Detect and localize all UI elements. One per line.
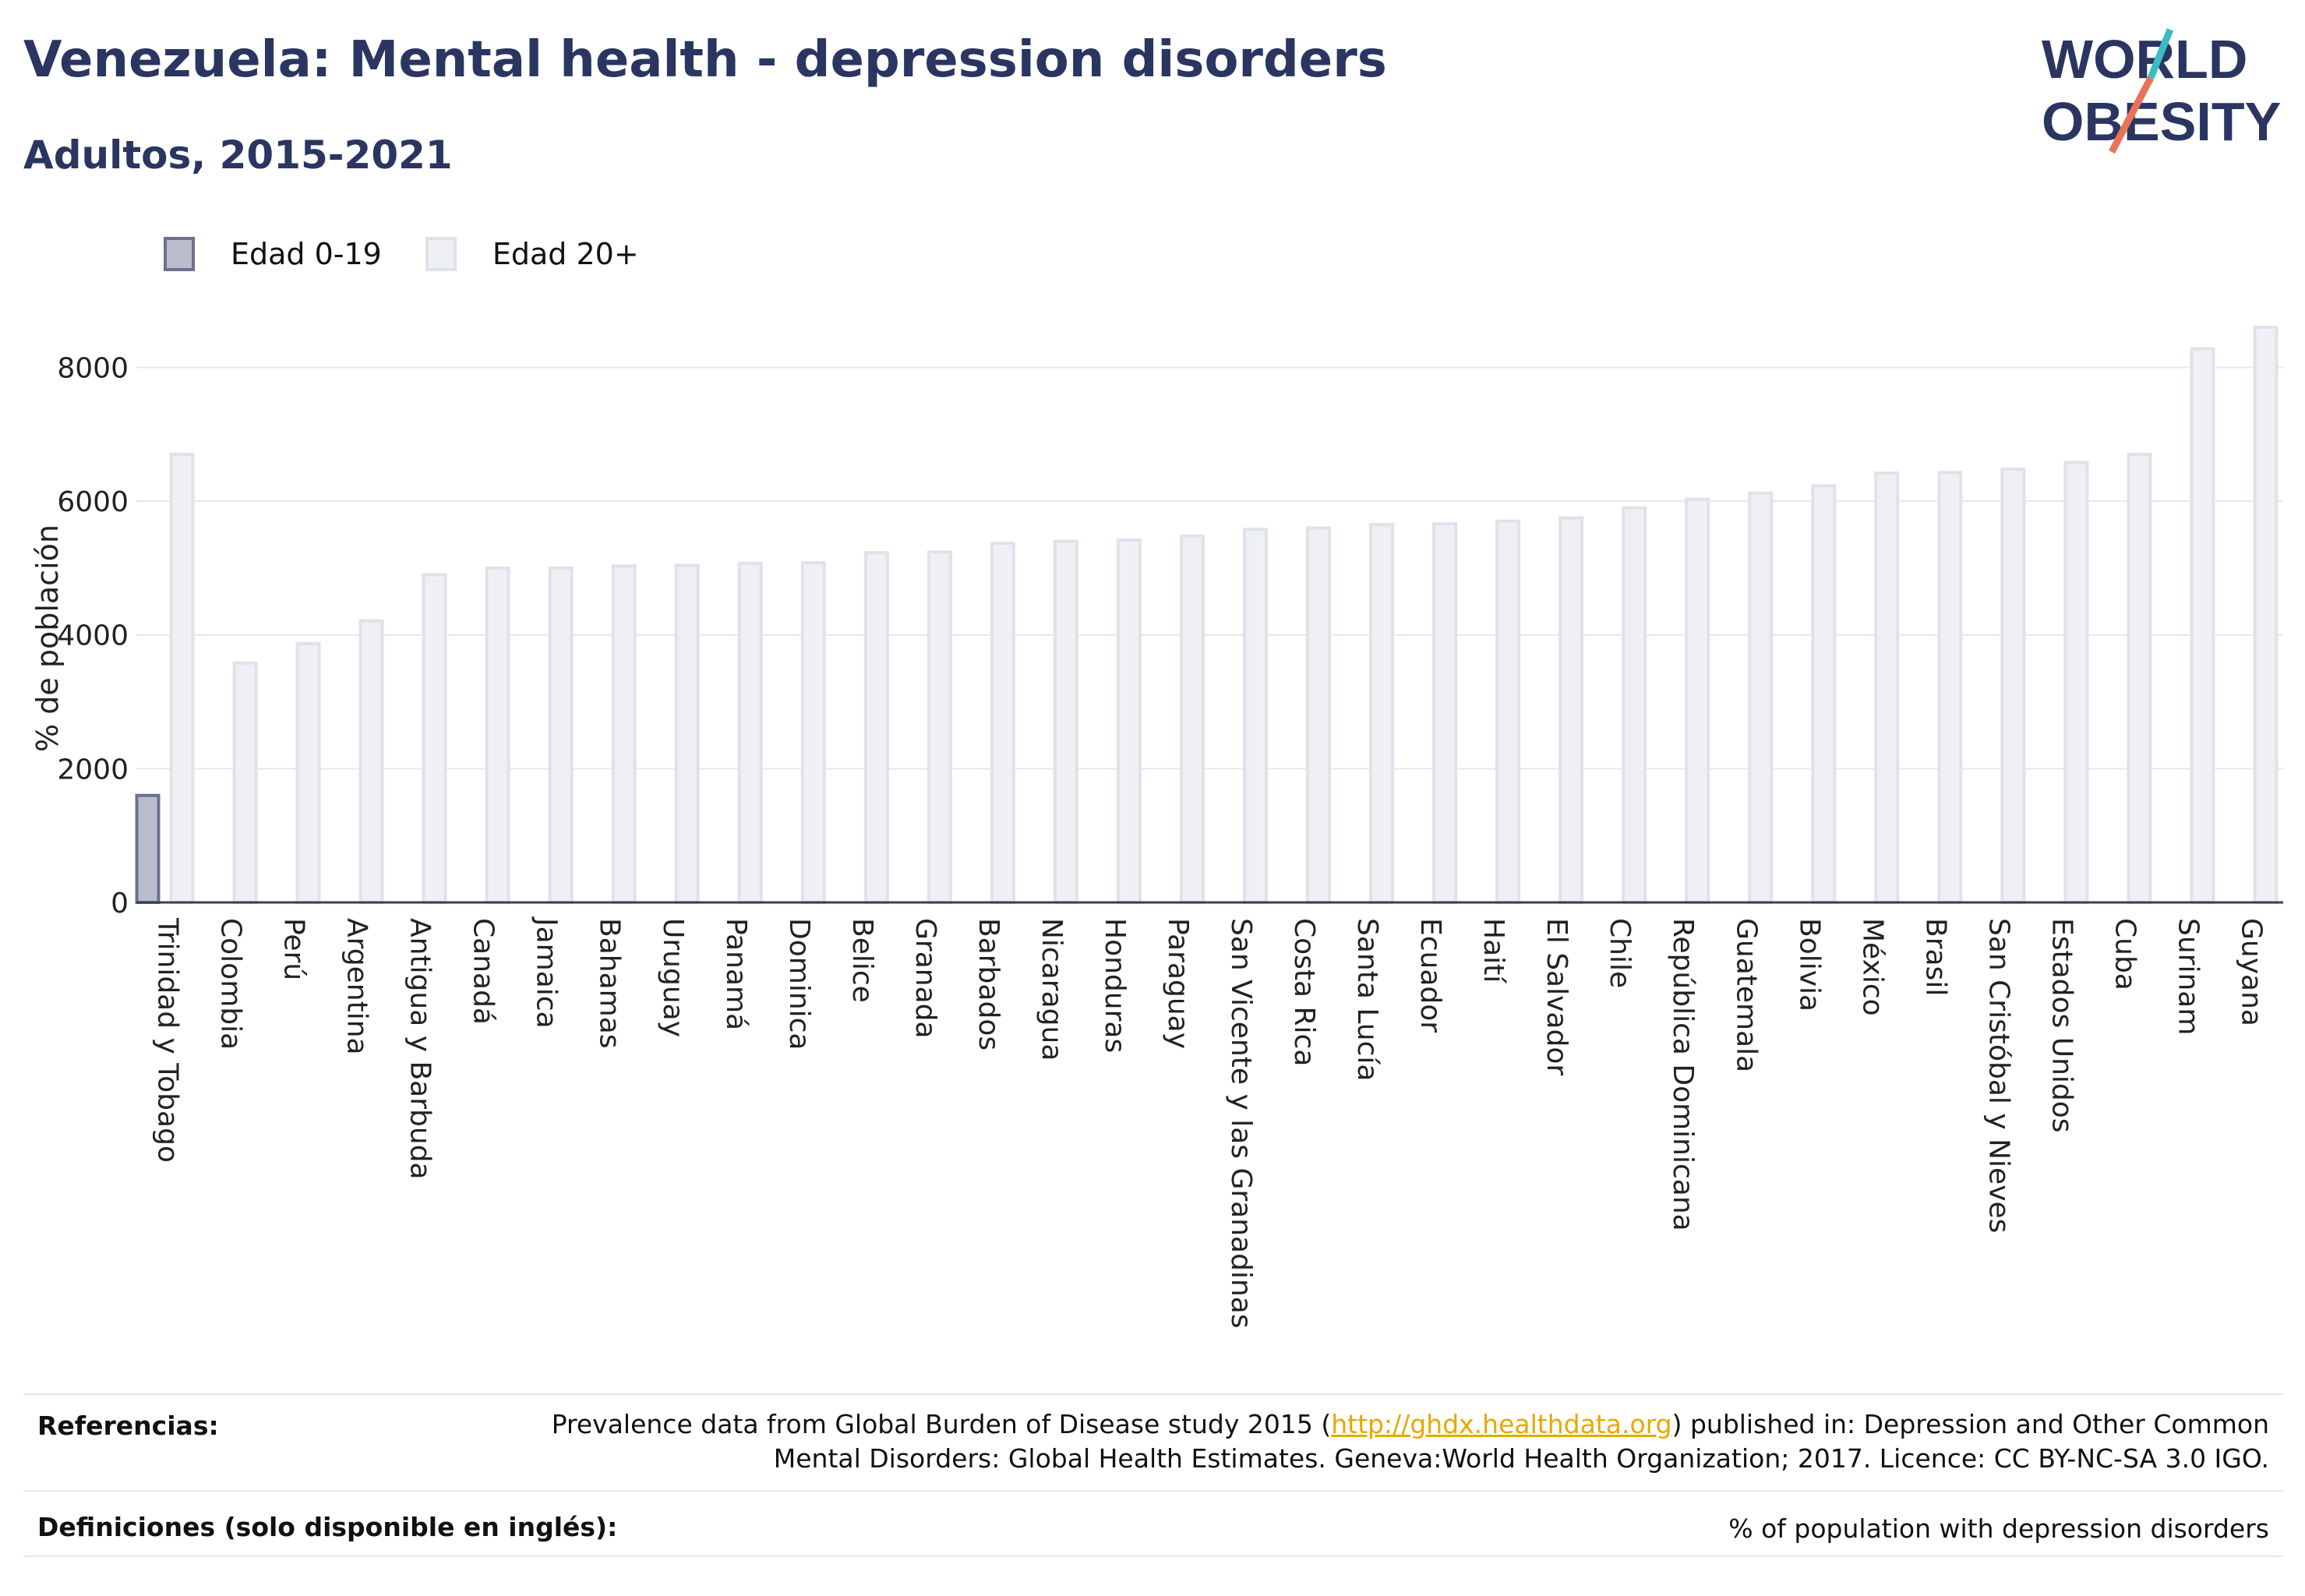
bar-edad-20-plus <box>1116 538 1142 904</box>
x-tick-label: Uruguay <box>657 918 689 1037</box>
bar-edad-20-plus <box>358 619 384 904</box>
x-tick-label: Costa Rica <box>1288 918 1320 1066</box>
divider-bottom <box>23 1555 2283 1557</box>
bar-edad-20-plus <box>863 551 889 904</box>
bar-edad-20-plus <box>422 573 447 904</box>
svg-text:OBESITY: OBESITY <box>2042 91 2281 152</box>
bar-edad-20-plus <box>169 453 195 904</box>
legend-item-0-19[interactable]: Edad 0-19 <box>164 237 382 271</box>
x-tick-label: Canadá <box>468 918 499 1025</box>
bar-edad-20-plus <box>485 566 510 904</box>
world-obesity-logo: WORLD OBESITY <box>2042 28 2281 154</box>
x-tick-label: Surinam <box>2172 918 2204 1035</box>
legend-item-20-plus[interactable]: Edad 20+ <box>425 237 639 271</box>
bar-edad-20-plus <box>927 550 952 904</box>
x-tick-label: Panamá <box>720 918 752 1030</box>
x-tick-label: Estados Unidos <box>2046 918 2077 1133</box>
bar-edad-20-plus <box>2127 453 2152 904</box>
x-tick-label: Ecuador <box>1414 918 1446 1033</box>
x-tick-label: Trinidad y Tobago <box>152 917 184 1163</box>
bar-edad-20-plus <box>674 563 700 904</box>
bar-edad-20-plus <box>2190 347 2215 905</box>
x-tick-label: Haití <box>1477 918 1509 983</box>
x-tick-label: Argentina <box>341 918 373 1055</box>
bar-edad-20-plus <box>1748 491 1774 904</box>
x-tick-label: Jamaica <box>531 916 563 1029</box>
bar-edad-20-plus <box>2063 461 2089 905</box>
bar-edad-20-plus <box>232 661 258 904</box>
x-tick-label: Paraguay <box>1162 918 1194 1049</box>
svg-text:WORLD: WORLD <box>2042 29 2247 90</box>
legend-label-0-19: Edad 0-19 <box>231 237 382 271</box>
references-row: Referencias: Prevalence data from Global… <box>23 1409 2283 1496</box>
legend-swatch-0-19 <box>164 237 195 271</box>
bar-edad-20-plus <box>1558 516 1584 904</box>
x-tick-label: Guatemala <box>1730 918 1762 1072</box>
x-tick-label: San Cristóbal y Nieves <box>1982 918 2014 1233</box>
x-tick-label: Bahamas <box>594 918 626 1049</box>
bar-edad-20-plus <box>1179 534 1205 904</box>
chart-legend: Edad 0-19 Edad 20+ <box>164 232 683 276</box>
bar-edad-20-plus <box>548 566 574 904</box>
bar-edad-20-plus <box>800 561 826 904</box>
reference-link[interactable]: http://ghdx.healthdata.org <box>1331 1409 1672 1439</box>
definitions-text: % of population with depression disorder… <box>1728 1513 2269 1544</box>
legend-label-20-plus: Edad 20+ <box>492 237 639 271</box>
bar-edad-20-plus <box>1622 506 1647 904</box>
bar-edad-20-plus <box>1243 528 1269 904</box>
divider-middle <box>23 1490 2283 1492</box>
x-tick-label: El Salvador <box>1541 918 1573 1075</box>
y-tick-label: 8000 <box>57 352 129 384</box>
bar-edad-20-plus <box>611 564 637 904</box>
x-tick-label: Brasil <box>1919 918 1951 996</box>
y-tick-label: 0 <box>111 888 129 920</box>
x-tick-label: Nicaragua <box>1036 918 1068 1061</box>
bar-edad-0-19 <box>135 793 161 905</box>
x-tick-label: Colombia <box>215 918 247 1050</box>
bar-edad-20-plus <box>295 641 321 904</box>
x-tick-label: Antigua y Barbuda <box>404 918 436 1180</box>
legend-swatch-20-plus <box>425 237 457 271</box>
x-tick-label: Barbados <box>972 918 1004 1050</box>
bar-edad-20-plus <box>1685 497 1710 904</box>
bar-edad-20-plus <box>2253 326 2279 904</box>
x-tick-label: Chile <box>1604 918 1636 988</box>
bar-edad-20-plus <box>737 561 763 904</box>
x-tick-label: Granada <box>909 918 941 1039</box>
bar-edad-20-plus <box>990 542 1015 904</box>
x-tick-label: República Dominicana <box>1667 918 1699 1231</box>
bar-edad-20-plus <box>1053 539 1078 904</box>
bar-edad-20-plus <box>1937 471 1963 904</box>
x-tick-label: San Vicente y las Granadinas <box>1225 918 1257 1329</box>
divider-top <box>23 1393 2283 1395</box>
bar-edad-20-plus <box>1874 471 1900 905</box>
bar-edad-20-plus <box>1369 523 1395 904</box>
bar-edad-20-plus <box>1811 484 1837 904</box>
definitions-row: Definiciones (solo disponible en inglés)… <box>23 1512 2283 1551</box>
x-tick-label: México <box>1856 918 1888 1016</box>
x-tick-label: Belice <box>846 918 878 1003</box>
references-text: Prevalence data from Global Burden of Di… <box>551 1409 2269 1474</box>
x-tick-label: Guyana <box>2235 918 2267 1026</box>
bar-edad-20-plus <box>1306 526 1332 904</box>
definitions-label: Definiciones (solo disponible en inglés)… <box>37 1512 618 1542</box>
y-axis-title: % de población <box>30 524 65 752</box>
x-tick-label: Perú <box>278 918 310 980</box>
x-tick-label: Bolivia <box>1793 918 1825 1012</box>
x-tick-label: Dominica <box>783 918 815 1050</box>
bar-edad-20-plus <box>2000 467 2026 904</box>
y-tick-label: 2000 <box>57 754 129 786</box>
references-label: Referencias: <box>37 1411 219 1441</box>
x-tick-label: Honduras <box>1099 918 1131 1053</box>
page-subtitle: Adultos, 2015-2021 <box>23 132 453 178</box>
bar-edad-20-plus <box>1495 519 1521 904</box>
bar-edad-20-plus <box>1432 522 1458 904</box>
y-tick-label: 6000 <box>57 486 129 518</box>
bar-chart: 0 2000 4000 6000 8000 % de población Trinidad … <box>30 326 2283 1329</box>
x-tick-label: Cuba <box>2109 918 2141 990</box>
y-tick-label: 4000 <box>57 620 129 652</box>
x-tick-label: Santa Lucía <box>1351 918 1383 1081</box>
page-title: Venezuela: Mental health - depression di… <box>23 31 1387 89</box>
